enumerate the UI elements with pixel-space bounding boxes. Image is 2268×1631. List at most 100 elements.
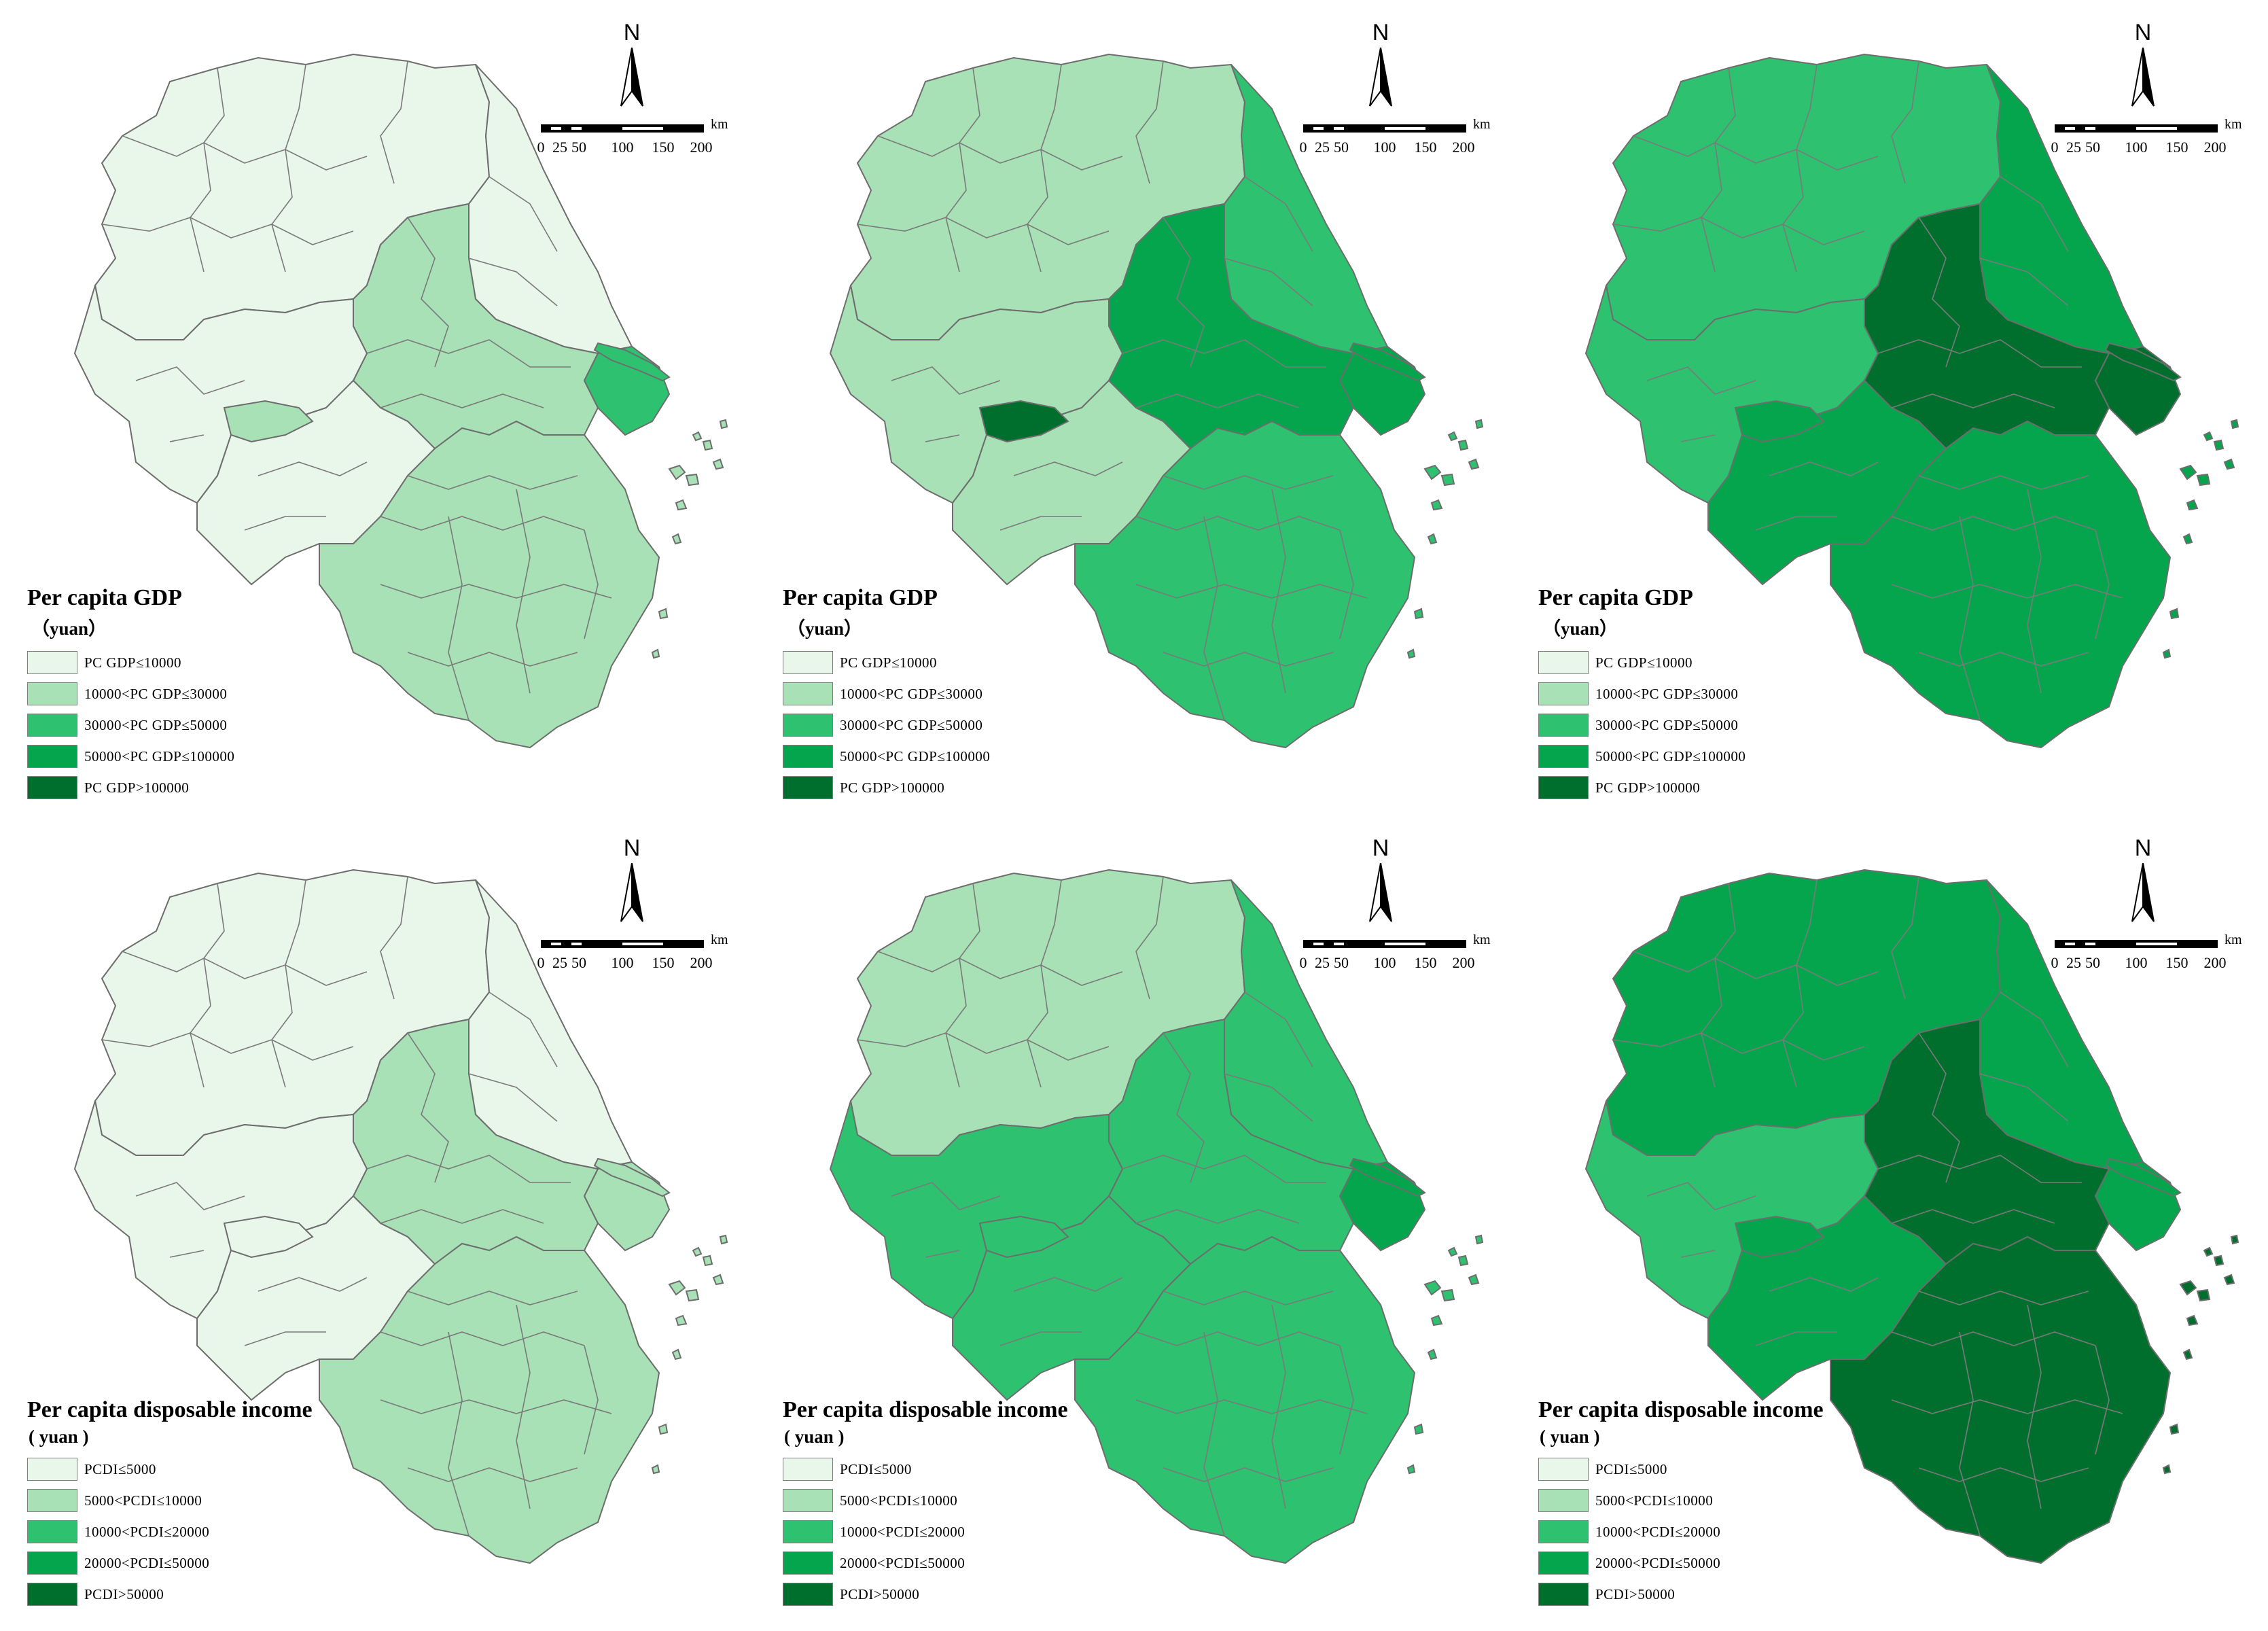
north-arrow: N xyxy=(2123,836,2163,924)
legend-swatch xyxy=(1538,1458,1589,1481)
legend-row: PCDI≤5000 xyxy=(1538,1454,1824,1485)
scale-tick: 200 xyxy=(1452,954,1475,971)
scale-tick: 25 xyxy=(1315,139,1330,156)
region-northeast-jiangsu xyxy=(468,879,633,1170)
scale-unit: km xyxy=(1473,117,1491,132)
zhoushan-archipelago xyxy=(2162,1234,2239,1475)
scale-tick: 100 xyxy=(1373,139,1396,156)
region-zhejiang xyxy=(319,1235,660,1564)
map-panel-4: N km 0 25 50 100 150 200 Per capita disp… xyxy=(0,816,756,1631)
map-panel-6: N km 0 25 50 100 150 200 Per capita disp… xyxy=(1511,816,2267,1631)
legend-label: 30000<PC GDP≤50000 xyxy=(840,716,983,733)
legend-swatch xyxy=(1538,1583,1589,1606)
scale-bar: km 0 25 50 100 150 200 xyxy=(537,932,745,984)
scale-tick: 150 xyxy=(652,954,675,971)
zhoushan-archipelago xyxy=(2162,419,2239,659)
county-boundaries xyxy=(1612,60,2123,721)
legend-row: 10000<PCDI≤20000 xyxy=(1538,1516,1824,1547)
region-enclave-city xyxy=(978,400,1069,443)
map-legend: Per capita disposable income ( yuan ) PC… xyxy=(783,1397,1068,1610)
legend-swatch xyxy=(27,776,77,799)
zhoushan-archipelago xyxy=(1406,1234,1484,1475)
legend-swatch xyxy=(27,745,77,768)
legend-label: 10000<PC GDP≤30000 xyxy=(1595,685,1739,702)
scale-tick: 150 xyxy=(2165,139,2189,156)
legend-label: PC GDP>100000 xyxy=(84,779,190,796)
legend-row: 5000<PCDI≤10000 xyxy=(1538,1485,1824,1516)
legend-row: 50000<PC GDP≤100000 xyxy=(783,741,990,772)
scale-tick: 200 xyxy=(1452,139,1475,156)
scale-tick: 25 xyxy=(1315,954,1330,971)
scale-tick: 0 xyxy=(2051,954,2059,971)
scale-tick: 0 xyxy=(1299,139,1307,156)
legend-label: 50000<PC GDP≤100000 xyxy=(840,748,991,765)
legend-title: Per capita GDP xyxy=(783,585,938,610)
legend-label: PC GDP>100000 xyxy=(840,779,945,796)
map-legend: Per capita GDP （yuan） PC GDP≤10000 10000<… xyxy=(1538,584,1746,803)
legend-row: PC GDP>100000 xyxy=(27,772,234,803)
legend-label: PCDI>50000 xyxy=(840,1585,920,1602)
legend-row: PC GDP≤10000 xyxy=(27,647,234,678)
legend-label: 50000<PC GDP≤100000 xyxy=(84,748,235,765)
legend-classes: PC GDP≤10000 10000<PC GDP≤30000 30000<PC G… xyxy=(27,647,234,803)
region-enclave-city xyxy=(1734,1215,1825,1259)
legend-row: 10000<PCDI≤20000 xyxy=(783,1516,1068,1547)
scale-tick: 50 xyxy=(571,139,586,156)
scale-bar-graphic xyxy=(2055,124,2218,133)
north-arrow-icon xyxy=(620,863,643,922)
north-label: N xyxy=(623,20,641,46)
scale-unit: km xyxy=(711,932,728,947)
legend-title: Per capita GDP xyxy=(1538,585,1693,610)
scale-tick: 50 xyxy=(1334,954,1349,971)
legend-swatch xyxy=(783,1520,833,1543)
legend-label: 10000<PCDI≤20000 xyxy=(1595,1523,1721,1540)
north-arrow: N xyxy=(1360,836,1401,924)
scale-tick: 200 xyxy=(2203,954,2227,971)
chongming-island xyxy=(1349,342,1426,382)
scale-bar: km 0 25 50 100 150 200 xyxy=(1300,932,1507,984)
scale-tick: 100 xyxy=(611,139,634,156)
legend-row: PC GDP>100000 xyxy=(1538,772,1746,803)
legend-label: 10000<PC GDP≤30000 xyxy=(84,685,228,702)
legend-swatch xyxy=(27,651,77,674)
scale-tick: 200 xyxy=(690,954,713,971)
scale-tick: 25 xyxy=(2066,954,2081,971)
scale-bar: km 0 25 50 100 150 200 xyxy=(2051,117,2258,169)
legend-row: 10000<PC GDP≤30000 xyxy=(1538,678,1746,709)
legend-row: PCDI>50000 xyxy=(783,1579,1068,1610)
legend-swatch xyxy=(1538,776,1589,799)
scale-tick: 50 xyxy=(1334,139,1349,156)
north-arrow: N xyxy=(2123,20,2163,109)
legend-label: 5000<PCDI≤10000 xyxy=(1595,1492,1714,1509)
legend-swatch xyxy=(27,1489,77,1512)
scale-tick: 150 xyxy=(2165,954,2189,971)
zhoushan-archipelago xyxy=(651,419,728,659)
scale-tick: 150 xyxy=(1414,954,1437,971)
legend-label: PCDI>50000 xyxy=(84,1585,164,1602)
county-boundaries xyxy=(101,876,612,1537)
region-northeast-jiangsu xyxy=(1979,64,2144,355)
choropleth-map xyxy=(829,53,1484,749)
legend-swatch xyxy=(1538,651,1589,674)
north-label: N xyxy=(2134,20,2152,46)
scale-tick: 100 xyxy=(1373,954,1396,971)
legend-row: PC GDP>100000 xyxy=(783,772,990,803)
scale-tick: 0 xyxy=(537,139,545,156)
chongming-island xyxy=(2104,1157,2182,1197)
scale-unit: km xyxy=(2225,117,2242,132)
legend-row: 50000<PC GDP≤100000 xyxy=(1538,741,1746,772)
legend-classes: PCDI≤5000 5000<PCDI≤10000 10000<PCDI≤20000… xyxy=(27,1454,313,1610)
scale-unit: km xyxy=(2225,932,2242,947)
choropleth-map xyxy=(73,869,728,1564)
legend-row: 10000<PC GDP≤30000 xyxy=(27,678,234,709)
county-boundaries xyxy=(101,60,612,721)
scale-bar: km 0 25 50 100 150 200 xyxy=(2051,932,2258,984)
legend-swatch xyxy=(27,1520,77,1543)
legend-swatch xyxy=(27,1583,77,1606)
scale-tick: 0 xyxy=(2051,139,2059,156)
map-legend: Per capita GDP （yuan） PC GDP≤10000 10000<… xyxy=(27,584,234,803)
map-legend: Per capita disposable income ( yuan ) PC… xyxy=(1538,1397,1824,1610)
legend-row: 20000<PCDI≤50000 xyxy=(783,1547,1068,1579)
scale-tick: 25 xyxy=(2066,139,2081,156)
scale-tick: 25 xyxy=(552,139,567,156)
